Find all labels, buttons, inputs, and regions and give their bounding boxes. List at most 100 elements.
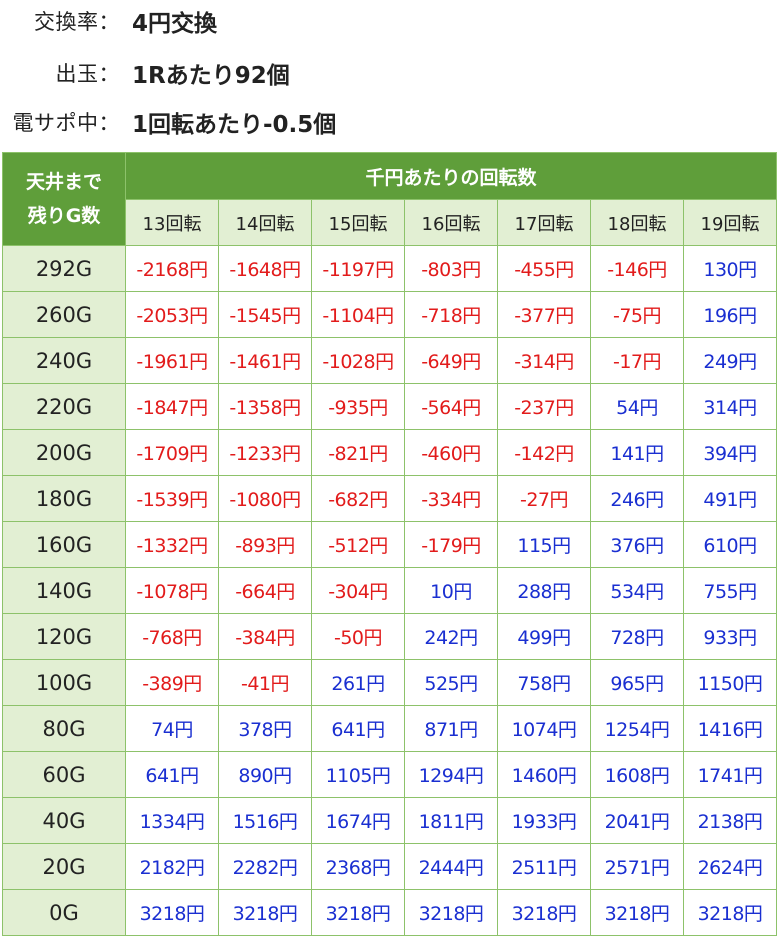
table-cell: 3218円 [218,889,312,936]
table-cell: 246円 [590,475,684,522]
column-header: 17回転 [497,199,591,246]
table-cell: -50円 [311,613,405,660]
corner-header: 天井まで 残りG数 [2,152,126,246]
payout-line: 出玉： 1Rあたり92個 [0,52,777,92]
table-cell: -1961円 [125,337,219,384]
table-cell: -146円 [590,245,684,292]
table-cell: -142円 [497,429,591,476]
table-row: 40G 1334円 1516円 1674円 1811円 1933円 2041円 2138円 [2,797,777,844]
table-cell: 3218円 [311,889,405,936]
table-row: 200G -1709円 -1233円 -821円 -460円 -142円 141円 394円 [2,429,777,476]
table-cell: 641円 [311,705,405,752]
table-cell: 890円 [218,751,312,798]
table-cell: 2182円 [125,843,219,890]
row-header: 100G [2,659,126,706]
table-cell: 141円 [590,429,684,476]
table-cell: -821円 [311,429,405,476]
table-cell: -1648円 [218,245,312,292]
table-cell: 2444円 [404,843,498,890]
table-cell: 249円 [683,337,777,384]
table-cell: -1080円 [218,475,312,522]
table-cell: 3218円 [590,889,684,936]
table-cell: 378円 [218,705,312,752]
table-cell: 2138円 [683,797,777,844]
table-cell: 2571円 [590,843,684,890]
table-cell: 394円 [683,429,777,476]
table-cell: -17円 [590,337,684,384]
table-cell: -334円 [404,475,498,522]
row-header: 0G [2,889,126,936]
table-cell: -179円 [404,521,498,568]
table-row: 160G -1332円 -893円 -512円 -179円 115円 376円 610円 [2,521,777,568]
table-cell: -664円 [218,567,312,614]
table-cell: 130円 [683,245,777,292]
table-cell: 3218円 [404,889,498,936]
table-cell: 1334円 [125,797,219,844]
table-cell: 288円 [497,567,591,614]
table-row: 60G 641円 890円 1105円 1294円 1460円 1608円 1741円 [2,751,777,798]
row-header: 140G [2,567,126,614]
table-cell: 242円 [404,613,498,660]
table-cell: -1847円 [125,383,219,430]
table-cell: -455円 [497,245,591,292]
table-cell: 1674円 [311,797,405,844]
row-header: 260G [2,291,126,338]
column-header: 15回転 [311,199,405,246]
table-cell: -1332円 [125,521,219,568]
table-cell: 1294円 [404,751,498,798]
row-header: 240G [2,337,126,384]
exchange-rate-line: 交換率： 4円交換 [0,0,777,40]
table-cell: 3218円 [497,889,591,936]
table-cell: 2041円 [590,797,684,844]
support-value: 1回転あたり-0.5個 [132,112,337,138]
table-row: 260G -2053円 -1545円 -1104円 -718円 -377円 -75円 196円 [2,291,777,338]
table-row: 20G 2182円 2282円 2368円 2444円 2511円 2571円 2624円 [2,843,777,890]
table-cell: 534円 [590,567,684,614]
table-row: 240G -1961円 -1461円 -1028円 -649円 -314円 -17円 249円 [2,337,777,384]
table-cell: 10円 [404,567,498,614]
table-cell: -389円 [125,659,219,706]
column-header: 14回転 [218,199,312,246]
table-row: 140G -1078円 -664円 -304円 10円 288円 534円 755円 [2,567,777,614]
table-cell: -768円 [125,613,219,660]
table-cell: 1460円 [497,751,591,798]
table-cell: 1516円 [218,797,312,844]
expected-value-table: 天井まで 残りG数 千円あたりの回転数 13回転 14回転 15回転 16回転 17回転… [2,152,777,936]
table-cell: -935円 [311,383,405,430]
exchange-rate-value: 4円交換 [132,11,218,37]
table-cell: -1028円 [311,337,405,384]
table-cell: 758円 [497,659,591,706]
table-cell: -1539円 [125,475,219,522]
table-cell: 196円 [683,291,777,338]
exchange-rate-label: 交換率： [34,10,120,34]
table-cell: -803円 [404,245,498,292]
table-cell: -2053円 [125,291,219,338]
group-header: 千円あたりの回転数 [125,152,777,200]
table-cell: 1074円 [497,705,591,752]
payout-value: 1Rあたり92個 [132,63,290,89]
table-cell: -2168円 [125,245,219,292]
table-cell: 261円 [311,659,405,706]
table-cell: 1150円 [683,659,777,706]
table-cell: 1105円 [311,751,405,798]
table-row: 220G -1847円 -1358円 -935円 -564円 -237円 54円 314円 [2,383,777,430]
corner-line2: 残りG数 [27,205,101,227]
row-header: 40G [2,797,126,844]
table-cell: 54円 [590,383,684,430]
row-header: 200G [2,429,126,476]
table-row: 180G -1539円 -1080円 -682円 -334円 -27円 246円 491円 [2,475,777,522]
table-cell: -384円 [218,613,312,660]
column-header: 13回転 [125,199,219,246]
table-cell: -27円 [497,475,591,522]
table-cell: -1709円 [125,429,219,476]
column-header: 16回転 [404,199,498,246]
table-cell: 376円 [590,521,684,568]
table-cell: 728円 [590,613,684,660]
table-cell: 755円 [683,567,777,614]
table-cell: -512円 [311,521,405,568]
column-header-row: 13回転 14回転 15回転 16回転 17回転 18回転 19回転 [3,199,777,246]
table-cell: 1741円 [683,751,777,798]
support-label: 電サポ中： [12,111,120,135]
table-row: 100G -389円 -41円 261円 525円 758円 965円 1150円 [2,659,777,706]
row-header: 292G [2,245,126,292]
